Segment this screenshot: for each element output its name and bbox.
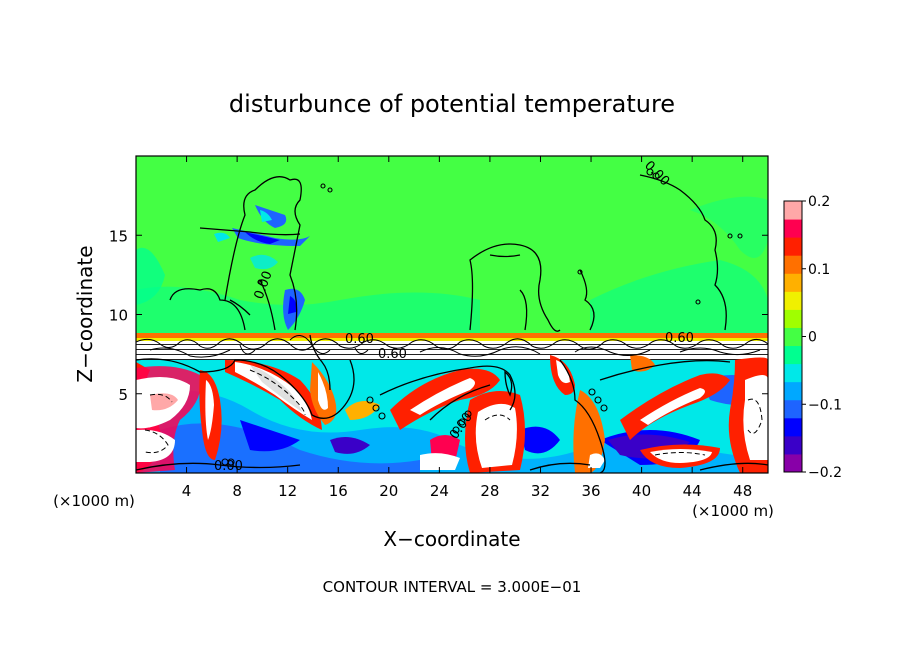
colorbar-swatch: [784, 309, 802, 328]
colorbar-swatch: [784, 435, 802, 455]
upper-layer-patches: [136, 196, 768, 333]
lower-layer: [136, 355, 768, 473]
colorbar-swatch: [784, 363, 802, 383]
svg-text:0.60: 0.60: [378, 347, 407, 362]
colorbar-swatch: [784, 291, 802, 310]
x-axis-label: X−coordinate: [383, 527, 520, 551]
colorbar-swatch: [784, 381, 802, 401]
x-tick-label: 8: [232, 482, 242, 500]
x-tick-label: 28: [480, 482, 499, 500]
svg-text:0.00: 0.00: [214, 459, 243, 474]
contour-lines: [136, 174, 768, 473]
chart-title: disturbunce of potential temperature: [229, 90, 675, 118]
inversion-band: [136, 333, 768, 363]
y-tick-label: 5: [118, 386, 128, 404]
contour-interval-note: CONTOUR INTERVAL = 3.000E−01: [323, 578, 582, 596]
x-axis: 4 8 12 16 20 24 28 32 36 40 44 48: [182, 156, 752, 500]
x-tick-label: 12: [278, 482, 297, 500]
svg-text:0.60: 0.60: [345, 332, 374, 347]
colorbar-tick-label: −0.2: [808, 465, 842, 481]
y-tick-label: 10: [109, 307, 128, 325]
x-tick-label: 44: [683, 482, 702, 500]
contour-circles: [221, 168, 743, 466]
colorbar-swatch: [784, 327, 802, 347]
x-tick-label: 36: [581, 482, 600, 500]
x-tick-label: 40: [632, 482, 651, 500]
colorbar: 0.2 0.1 0 −0.1 −0.2: [783, 194, 842, 481]
colorbar-swatch: [784, 453, 802, 473]
x-unit-label-left: (×1000 m): [53, 492, 135, 510]
colorbar-tick-label: 0: [808, 330, 817, 346]
x-tick-label: 24: [430, 482, 449, 500]
x-tick-label: 16: [329, 482, 348, 500]
colorbar-tick-label: 0.2: [808, 194, 830, 210]
negative-contours: [144, 369, 763, 456]
y-axis-label: Z−coordinate: [73, 245, 97, 382]
svg-text:0.60: 0.60: [665, 331, 694, 346]
colorbar-swatch: [784, 345, 802, 365]
heatmap-field: 0.00 0.00 0.00 0.00 0.60 0.60 0.60: [136, 156, 768, 474]
x-unit-label-right: (×1000 m): [692, 502, 774, 520]
colorbar-swatch: [784, 219, 802, 238]
colorbar-swatch: [784, 255, 802, 274]
colorbar-swatch: [784, 201, 802, 220]
colorbar-tick-label: −0.1: [808, 397, 842, 413]
x-tick-label: 48: [733, 482, 752, 500]
x-tick-label: 4: [182, 482, 192, 500]
y-tick-label: 15: [109, 227, 128, 245]
colorbar-swatch: [784, 417, 802, 437]
colorbar-swatch: [784, 237, 802, 256]
colorbar-tick-label: 0.1: [808, 262, 830, 278]
inversion-contours: [136, 335, 768, 358]
x-tick-label: 32: [531, 482, 550, 500]
colorbar-swatch: [784, 273, 802, 292]
colorbar-swatch: [784, 399, 802, 419]
x-tick-label: 20: [379, 482, 398, 500]
y-axis: 5 10 15: [109, 227, 768, 404]
